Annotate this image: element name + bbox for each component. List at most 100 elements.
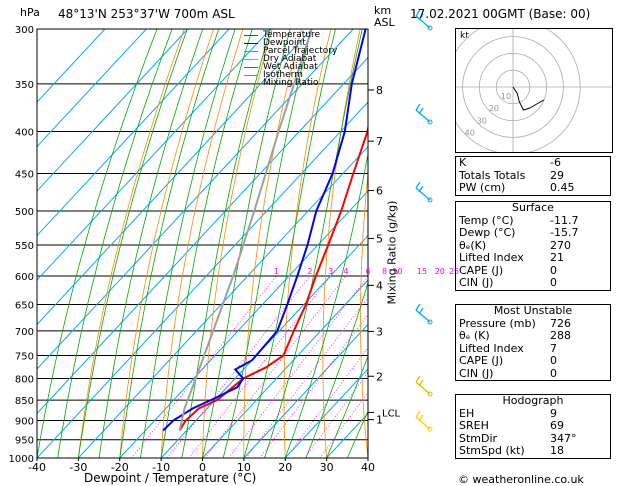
mixing-ratio-line [188, 275, 331, 458]
dry-adiabat [432, 29, 451, 458]
table-row: CIN (J) 0 [456, 276, 610, 290]
table-row: Lifted Index 21 [456, 251, 610, 265]
isotherm [37, 29, 354, 370]
surface-table: Surface Temp (°C) -11.7 Dewp (°C) -15.7 θₑ(K)… [455, 201, 611, 291]
mixing-ratio-label: 20 [435, 267, 445, 276]
pressure-tick-label: 950 [15, 436, 34, 447]
wind-barb [415, 375, 433, 397]
row-label: CAPE (J) [459, 263, 504, 277]
pressure-tick-label: 1000 [9, 454, 34, 465]
wet-adiabat [57, 29, 173, 458]
axes-layer: 3003504004505005506006507007508008509009… [9, 25, 460, 474]
dewpoint-line [162, 29, 367, 432]
row-value: 9 [550, 406, 557, 420]
temp-tick-label: 30 [320, 461, 334, 474]
isotherm [119, 190, 368, 458]
legend-label: Temperature [263, 30, 321, 40]
mixing-ratio-label: 25 [449, 267, 459, 276]
pressure-tick-label: 900 [15, 416, 34, 427]
km-tick-label: 5 [376, 232, 383, 245]
row-value: -6 [550, 156, 561, 169]
mixing-ratio-axis-label: Mixing Ratio (g/kg) [385, 200, 399, 305]
table-row: Lifted Index 7 [456, 342, 610, 356]
row-label: Hodograph [502, 394, 564, 407]
row-value: -15.7 [550, 226, 579, 239]
isotherm [37, 29, 271, 281]
row-label: PW (cm) [459, 181, 506, 194]
temp-tick-label: -20 [111, 461, 129, 474]
row-value: 288 [550, 329, 571, 342]
pressure-tick-label: 400 [15, 128, 34, 139]
row-label: K [459, 156, 467, 169]
hodograph-table: Hodograph EH 9 SREH 69 StmDir 347° StmSpd (kt) 1… [455, 394, 611, 459]
mixing-ratio-line [304, 371, 368, 458]
wet-adiabat [119, 29, 220, 458]
km-tick-label: 8 [376, 84, 383, 97]
wind-barb [415, 9, 433, 31]
table-row: Totals Totals 29 [456, 169, 610, 183]
dry-adiabat [160, 29, 244, 458]
pressure-tick-label: 700 [15, 327, 34, 338]
mixing-ratio-label: 4 [343, 267, 348, 276]
grid-layer [37, 29, 629, 458]
wet-adiabat [37, 29, 158, 458]
legend-label: Dewpoint [263, 38, 306, 48]
wet-adiabat [243, 29, 336, 458]
row-value: 0 [550, 366, 557, 380]
row-value: 18 [550, 444, 564, 457]
temperature-line [178, 123, 368, 432]
mixing-ratio-label: 15 [417, 267, 427, 276]
isotherm [202, 279, 368, 458]
row-value: 21 [550, 251, 564, 264]
x-axis-label: Dewpoint / Temperature (°C) [84, 471, 257, 485]
wet-adiabat [264, 29, 363, 458]
dry-adiabat [624, 29, 629, 458]
wind-barb [415, 410, 433, 432]
wet-adiabat [284, 152, 368, 458]
temp-tick-label: -10 [152, 461, 170, 474]
row-label: θₑ (K) [459, 329, 490, 342]
unit-hpa: hPa [20, 6, 40, 19]
km-tick-label: 7 [376, 135, 383, 148]
temp-tick-label: 10 [237, 461, 251, 474]
row-label: Lifted Index [459, 251, 524, 264]
row-label: θₑ(K) [459, 238, 487, 252]
datetime-label: 17.02.2021 00GMT (Base: 00) [410, 7, 591, 21]
isotherm [37, 29, 313, 326]
row-value: 270 [550, 238, 571, 252]
legend-swatch [244, 83, 258, 84]
temp-tick-label: 0 [199, 461, 206, 474]
hodograph-trace [512, 86, 530, 111]
wet-adiabat [326, 355, 368, 458]
legend-swatch [244, 59, 258, 60]
profile-layer [162, 29, 368, 432]
table-row: StmSpd (kt) 18 [456, 444, 610, 458]
km-tick-label: 6 [376, 184, 383, 197]
table-row: Dewp (°C) -15.7 [456, 226, 610, 240]
isotherm [78, 145, 368, 458]
row-label: EH [459, 406, 475, 420]
location-label: 48°13'N 253°37'W 700m ASL [58, 7, 235, 21]
wind-barb [415, 303, 433, 325]
table-row: Pressure (mb) 726 [456, 317, 610, 331]
temp-tick-label: 20 [278, 461, 292, 474]
parcel-trajectory-line [178, 29, 313, 431]
unit-km: km [374, 4, 392, 17]
legend-label: Dry Adiabat [263, 54, 317, 64]
wet-adiabat [140, 29, 236, 458]
row-label: CAPE (J) [459, 354, 504, 367]
isotherm [37, 56, 368, 415]
section-title: Hodograph [456, 394, 610, 408]
storm-motion-arrow [529, 99, 545, 109]
indices-main-table: K -6 Totals Totals 29 PW (cm) 0.45 [455, 156, 611, 196]
dry-adiabat [360, 170, 368, 458]
wet-adiabat [78, 29, 188, 458]
temp-tick-label: 40 [361, 461, 375, 474]
mixing-ratio-line [245, 296, 368, 458]
dry-adiabat [119, 29, 214, 458]
table-row: StmDir 347° [456, 432, 610, 446]
row-label: Temp (°C) [459, 213, 514, 227]
pressure-tick-label: 350 [15, 80, 34, 91]
wet-adiabat [98, 29, 204, 458]
